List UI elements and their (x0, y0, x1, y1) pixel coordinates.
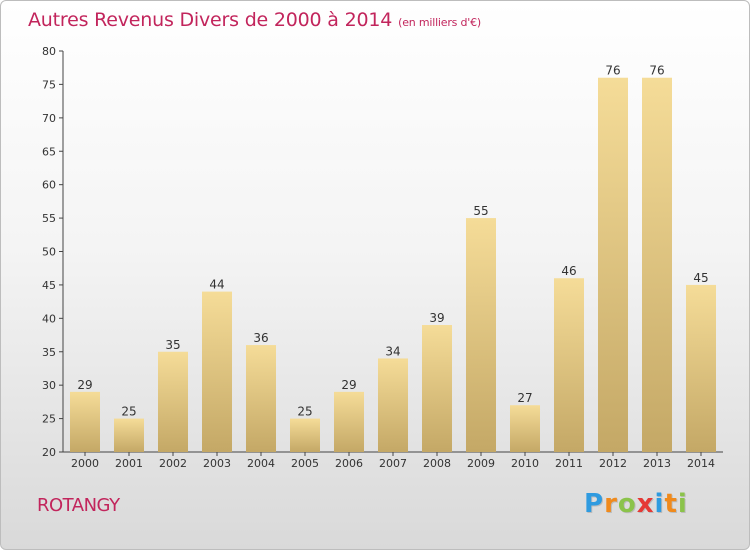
x-tick-label: 2004 (247, 457, 275, 470)
y-tick-label: 75 (42, 78, 56, 91)
logo-letter: r (604, 489, 618, 519)
logo-letter: t (664, 489, 678, 519)
x-tick-label: 2008 (423, 457, 451, 470)
chart-title-text: Autres Revenus Divers de 2000 à 2014 (28, 9, 393, 31)
bar (466, 218, 496, 452)
y-tick-label: 55 (42, 212, 56, 225)
x-tick-label: 2009 (467, 457, 495, 470)
x-tick-label: 2010 (511, 457, 539, 470)
chart-bars: 29 25 35 44 36 25 29 34 39 55 27 46 76 76 45 (70, 64, 716, 452)
commune-name: ROTANGY (37, 495, 120, 516)
bar (598, 77, 628, 452)
bar-value-label: 39 (429, 311, 444, 325)
bar (686, 284, 716, 452)
bar (334, 391, 364, 452)
bar (246, 345, 276, 452)
logo-letter: P (584, 489, 605, 519)
bar (70, 391, 100, 452)
bar (642, 77, 672, 452)
x-tick-label: 2014 (687, 457, 715, 470)
chart-title: Autres Revenus Divers de 2000 à 2014 (en … (28, 9, 481, 31)
x-tick-label: 2001 (115, 457, 143, 470)
bar (422, 325, 452, 452)
x-tick-label: 2011 (555, 457, 583, 470)
y-tick-label: 60 (42, 179, 56, 192)
bar-value-label: 46 (561, 264, 576, 278)
logo-letter: i (654, 489, 665, 519)
bar (554, 278, 584, 452)
bar-value-label: 29 (341, 378, 356, 392)
bar-value-label: 76 (649, 64, 664, 78)
bar-value-label: 76 (605, 64, 620, 78)
logo-letter: x (636, 489, 655, 519)
y-tick-label: 45 (42, 279, 56, 292)
y-tick-label: 30 (42, 379, 56, 392)
x-tick-label: 2000 (71, 457, 99, 470)
bar (158, 351, 188, 452)
bar-value-label: 44 (209, 278, 224, 292)
proxiti-logo: Proxiti (584, 489, 688, 519)
x-tick-label: 2012 (599, 457, 627, 470)
y-tick-label: 70 (42, 112, 56, 125)
x-tick-label: 2006 (335, 457, 363, 470)
y-tick-label: 40 (42, 312, 56, 325)
bar (202, 291, 232, 452)
bar-value-label: 27 (517, 391, 532, 405)
y-tick-label: 20 (42, 446, 56, 459)
bar-value-label: 29 (77, 378, 92, 392)
x-tick-label: 2005 (291, 457, 319, 470)
bar (510, 405, 540, 452)
x-tick-label: 2007 (379, 457, 407, 470)
bar (290, 418, 320, 452)
bar-value-label: 55 (473, 204, 488, 218)
y-tick-label: 50 (42, 246, 56, 259)
bar-value-label: 35 (165, 338, 180, 352)
logo-letter: i (677, 489, 688, 519)
y-tick-label: 35 (42, 346, 56, 359)
bar (114, 418, 144, 452)
bar (378, 358, 408, 452)
bar-value-label: 34 (385, 344, 400, 358)
y-tick-label: 65 (42, 145, 56, 158)
bar-value-label: 45 (693, 271, 708, 285)
bar-value-label: 36 (253, 331, 268, 345)
y-tick-label: 25 (42, 413, 56, 426)
y-tick-label: 80 (42, 45, 56, 58)
bar-value-label: 25 (297, 405, 312, 419)
chart-subtitle: (en milliers d'€) (398, 16, 482, 29)
bar-value-label: 25 (121, 405, 136, 419)
x-tick-label: 2002 (159, 457, 187, 470)
logo-letter: o (617, 489, 637, 519)
x-tick-label: 2003 (203, 457, 231, 470)
x-tick-label: 2013 (643, 457, 671, 470)
